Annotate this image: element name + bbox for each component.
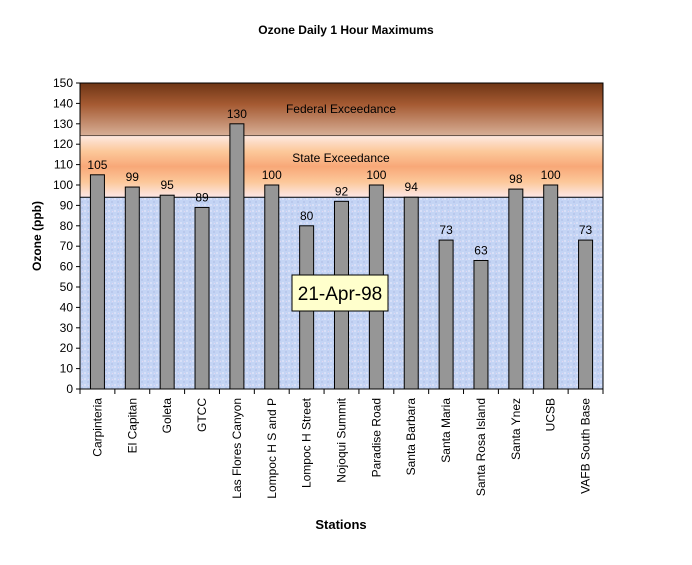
- data-label: 92: [335, 184, 349, 198]
- data-label: 63: [474, 243, 488, 257]
- x-axis-label: Stations: [315, 517, 366, 532]
- y-tick-label: 0: [66, 382, 73, 396]
- y-tick-label: 100: [53, 178, 73, 192]
- bar-ucsb: [543, 184, 559, 390]
- x-tick-label: Lompoc H Street: [300, 397, 314, 488]
- x-tick-label: Santa Rosa Island: [474, 398, 488, 496]
- data-label: 73: [579, 223, 593, 237]
- band-label: Federal Exceedance: [286, 102, 396, 116]
- bar-santa-rosa-island: [473, 259, 489, 390]
- band-0: [80, 83, 603, 137]
- y-tick-label: 80: [60, 219, 74, 233]
- bar-vafb-south-base: [578, 239, 594, 390]
- data-label: 98: [509, 172, 523, 186]
- data-label: 94: [405, 180, 419, 194]
- x-tick-label: Goleta: [160, 398, 174, 434]
- x-tick-label: El Capitan: [125, 398, 139, 453]
- x-tick-label: Santa Ynez: [509, 398, 523, 460]
- y-tick-label: 120: [53, 137, 73, 151]
- x-tick-label: Las Flores Canyon: [230, 398, 244, 499]
- x-tick-label: Lompoc H S and P: [265, 398, 279, 499]
- x-tick-label: Paradise Road: [369, 398, 383, 477]
- y-tick-label: 140: [53, 96, 73, 110]
- data-label: 130: [227, 107, 247, 121]
- data-label: 73: [439, 223, 453, 237]
- x-tick-label: Carpinteria: [90, 398, 104, 457]
- y-tick-label: 20: [60, 341, 74, 355]
- date-annotation-text: 21-Apr-98: [298, 284, 383, 305]
- y-tick-label: 90: [60, 198, 74, 212]
- y-tick-label: 40: [60, 300, 74, 314]
- y-tick-label: 30: [60, 321, 74, 335]
- data-label: 105: [87, 158, 107, 172]
- data-label: 100: [541, 168, 561, 182]
- bar-las-flores-canyon: [229, 123, 245, 390]
- data-label: 80: [300, 209, 314, 223]
- bar-carpinteria: [89, 174, 105, 390]
- data-label: 89: [195, 190, 209, 204]
- data-label: 99: [126, 170, 140, 184]
- x-tick-label: VAFB South Base: [579, 398, 593, 494]
- bar-el-capitan: [124, 186, 140, 390]
- data-label: 100: [366, 168, 386, 182]
- y-tick-label: 10: [60, 362, 74, 376]
- band-1: [80, 136, 603, 198]
- y-tick-label: 60: [60, 260, 74, 274]
- bar-lompoc-h-s-and-p: [264, 184, 280, 390]
- bar-santa-ynez: [508, 188, 524, 390]
- data-label: 100: [262, 168, 282, 182]
- y-tick-label: 130: [53, 117, 73, 131]
- x-tick-label: Santa Barbara: [404, 398, 418, 476]
- x-tick-label: Nojoqui Summit: [335, 397, 349, 482]
- date-annotation: 21-Apr-98: [291, 274, 389, 312]
- y-tick-label: 70: [60, 239, 74, 253]
- x-tick-label: UCSB: [544, 398, 558, 431]
- data-label: 95: [160, 178, 174, 192]
- x-tick-label: Santa Maria: [439, 398, 453, 463]
- bar-santa-maria: [438, 239, 454, 390]
- bar-goleta: [159, 194, 175, 390]
- y-tick-label: 110: [54, 158, 73, 172]
- band-label: State Exceedance: [292, 151, 390, 165]
- chart-title: Ozone Daily 1 Hour Maximums: [258, 23, 434, 37]
- y-axis-label: Ozone (ppb): [30, 201, 44, 271]
- x-tick-label: GTCC: [195, 398, 209, 432]
- bar-gtcc: [194, 206, 210, 390]
- y-tick-label: 50: [60, 280, 74, 294]
- y-tick-label: 150: [53, 76, 73, 90]
- bar-santa-barbara: [403, 196, 419, 390]
